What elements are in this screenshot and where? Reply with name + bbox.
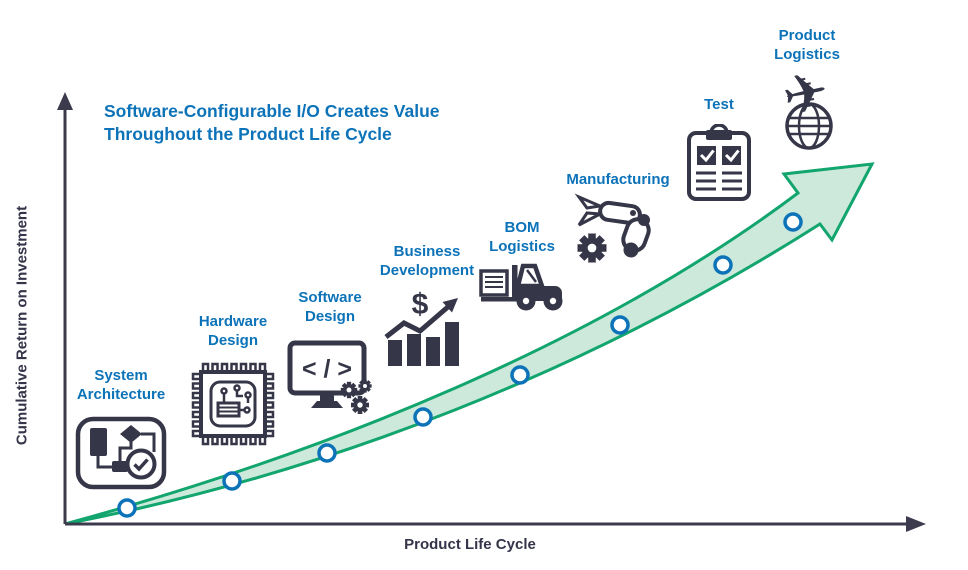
- dollar-glyph: $: [412, 290, 429, 321]
- y-axis-arrow-icon: [57, 92, 73, 110]
- curve-markers: [117, 212, 803, 518]
- stage-label: Hardware Design: [198, 313, 268, 350]
- code-monitor-icon: < / >: [287, 340, 372, 415]
- gear-icon: [340, 381, 358, 399]
- curve-marker: [783, 212, 803, 232]
- stage-business-development: Business Development $: [361, 242, 493, 367]
- robot-arm-icon: [574, 193, 651, 263]
- stage-label: BOM Logistics: [489, 219, 555, 256]
- curve-marker: [713, 255, 733, 275]
- x-axis-label: Product Life Cycle: [404, 536, 536, 553]
- y-axis-label: Cumulative Return on Investment: [13, 205, 31, 446]
- stage-label: Test: [704, 96, 734, 113]
- curve-marker: [510, 365, 530, 385]
- gear-icon: [351, 396, 369, 415]
- curve-marker: [610, 315, 630, 335]
- stage-label: Product Logistics: [774, 27, 840, 64]
- code-glyph: < / >: [302, 355, 352, 383]
- plane-globe-icon: ✈: [777, 74, 834, 150]
- stage-system-architecture: System Architecture: [60, 366, 182, 490]
- x-axis-arrow-icon: [906, 516, 926, 532]
- checklist-icon: [687, 124, 751, 202]
- stage-manufacturing: Manufacturing: [552, 170, 684, 265]
- flowchart-icon: [75, 416, 167, 490]
- stage-label: Business Development: [379, 243, 475, 280]
- stage-label: System Architecture: [76, 367, 166, 404]
- gear-icon: [577, 233, 607, 263]
- stage-bom-logistics: BOM Logistics: [472, 218, 572, 311]
- stage-product-logistics: Product Logistics ✈: [752, 26, 862, 152]
- stage-test: Test: [683, 95, 755, 202]
- chart-title: Software-Configurable I/O Creates Value …: [104, 100, 440, 146]
- stage-label: Manufacturing: [566, 171, 670, 188]
- gear-icon: [358, 379, 372, 393]
- stage-software-design: Software Design < / >: [280, 288, 380, 418]
- forklift-icon: [479, 263, 563, 311]
- stage-label: Software Design: [298, 289, 362, 326]
- chart-title-line2: Throughout the Product Life Cycle: [104, 124, 392, 144]
- curve-marker: [317, 443, 337, 463]
- growth-chart-icon: $: [384, 290, 459, 367]
- curve-marker: [222, 471, 242, 491]
- stage-hardware-design: Hardware Design: [183, 312, 283, 446]
- curve-marker: [117, 498, 137, 518]
- chip-icon: [191, 362, 275, 446]
- chart-title-line1: Software-Configurable I/O Creates Value: [104, 101, 440, 121]
- curve-marker: [413, 407, 433, 427]
- plane-glyph: ✈: [777, 74, 834, 128]
